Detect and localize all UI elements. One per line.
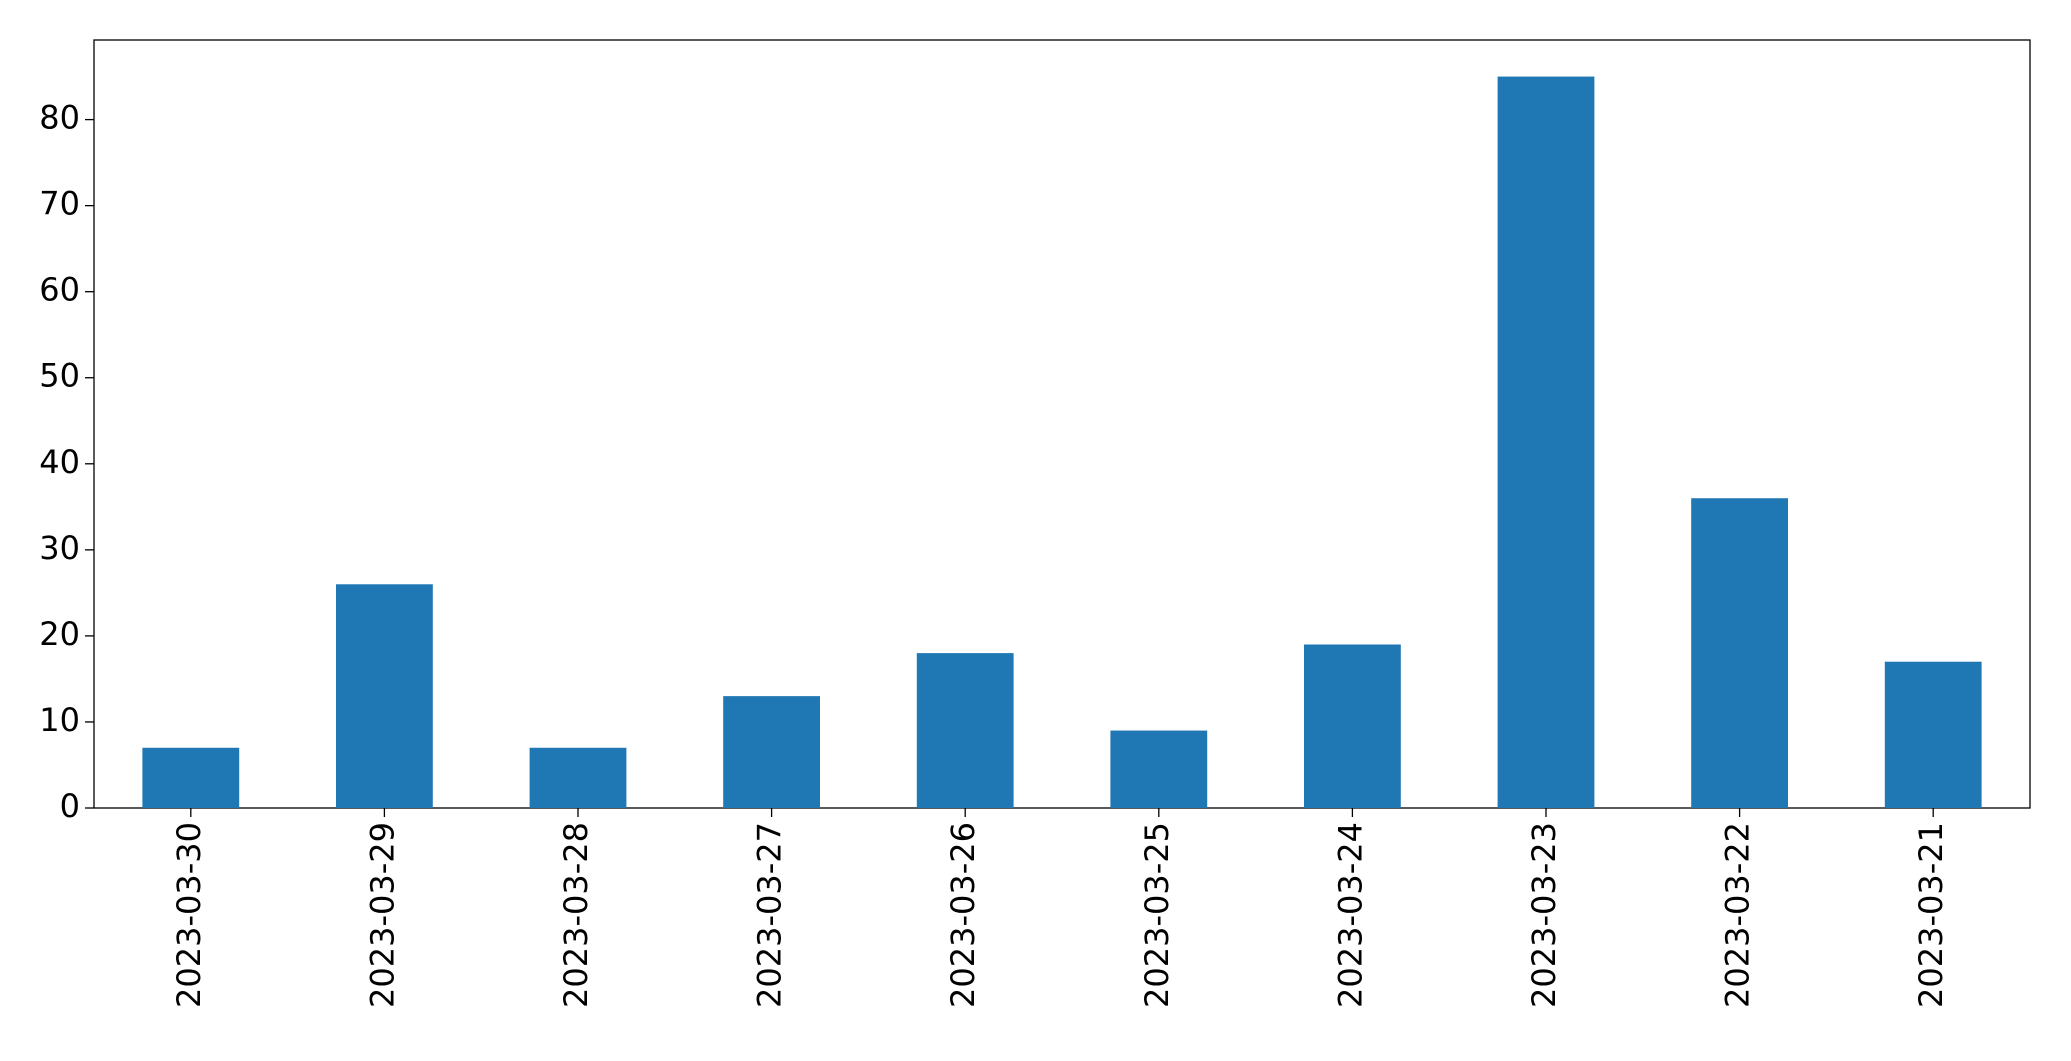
bar [1884,661,1982,808]
y-tick-label: 60 [39,271,80,309]
x-tick-label: 2023-03-22 [1719,822,1757,1008]
bar [723,696,820,808]
x-tick-label: 2023-03-28 [557,822,595,1008]
bar [1691,498,1788,808]
bar [1497,76,1595,809]
bar [1304,644,1401,808]
y-tick-label: 70 [39,185,80,223]
x-tick-label: 2023-03-21 [1912,822,1950,1008]
bar [142,747,240,808]
x-tick-label: 2023-03-26 [944,822,982,1008]
x-tick-label: 2023-03-30 [170,822,208,1008]
x-tick-label: 2023-03-24 [1331,822,1369,1008]
y-tick-label: 10 [39,701,80,739]
x-tick-label: 2023-03-29 [363,822,401,1008]
y-tick-label: 20 [39,615,80,653]
y-tick-label: 50 [39,357,80,395]
x-tick-label: 2023-03-27 [751,822,789,1008]
y-tick-label: 30 [39,529,80,567]
x-tick-label: 2023-03-25 [1138,822,1176,1008]
x-tick-label: 2023-03-23 [1525,822,1563,1008]
bar [336,584,433,808]
bar [1110,730,1208,808]
bar [916,653,1014,808]
plot-frame [93,39,2031,809]
y-tick-label: 0 [60,787,80,825]
bar [529,747,627,808]
y-tick-label: 40 [39,443,80,481]
y-tick-label: 80 [39,99,80,137]
